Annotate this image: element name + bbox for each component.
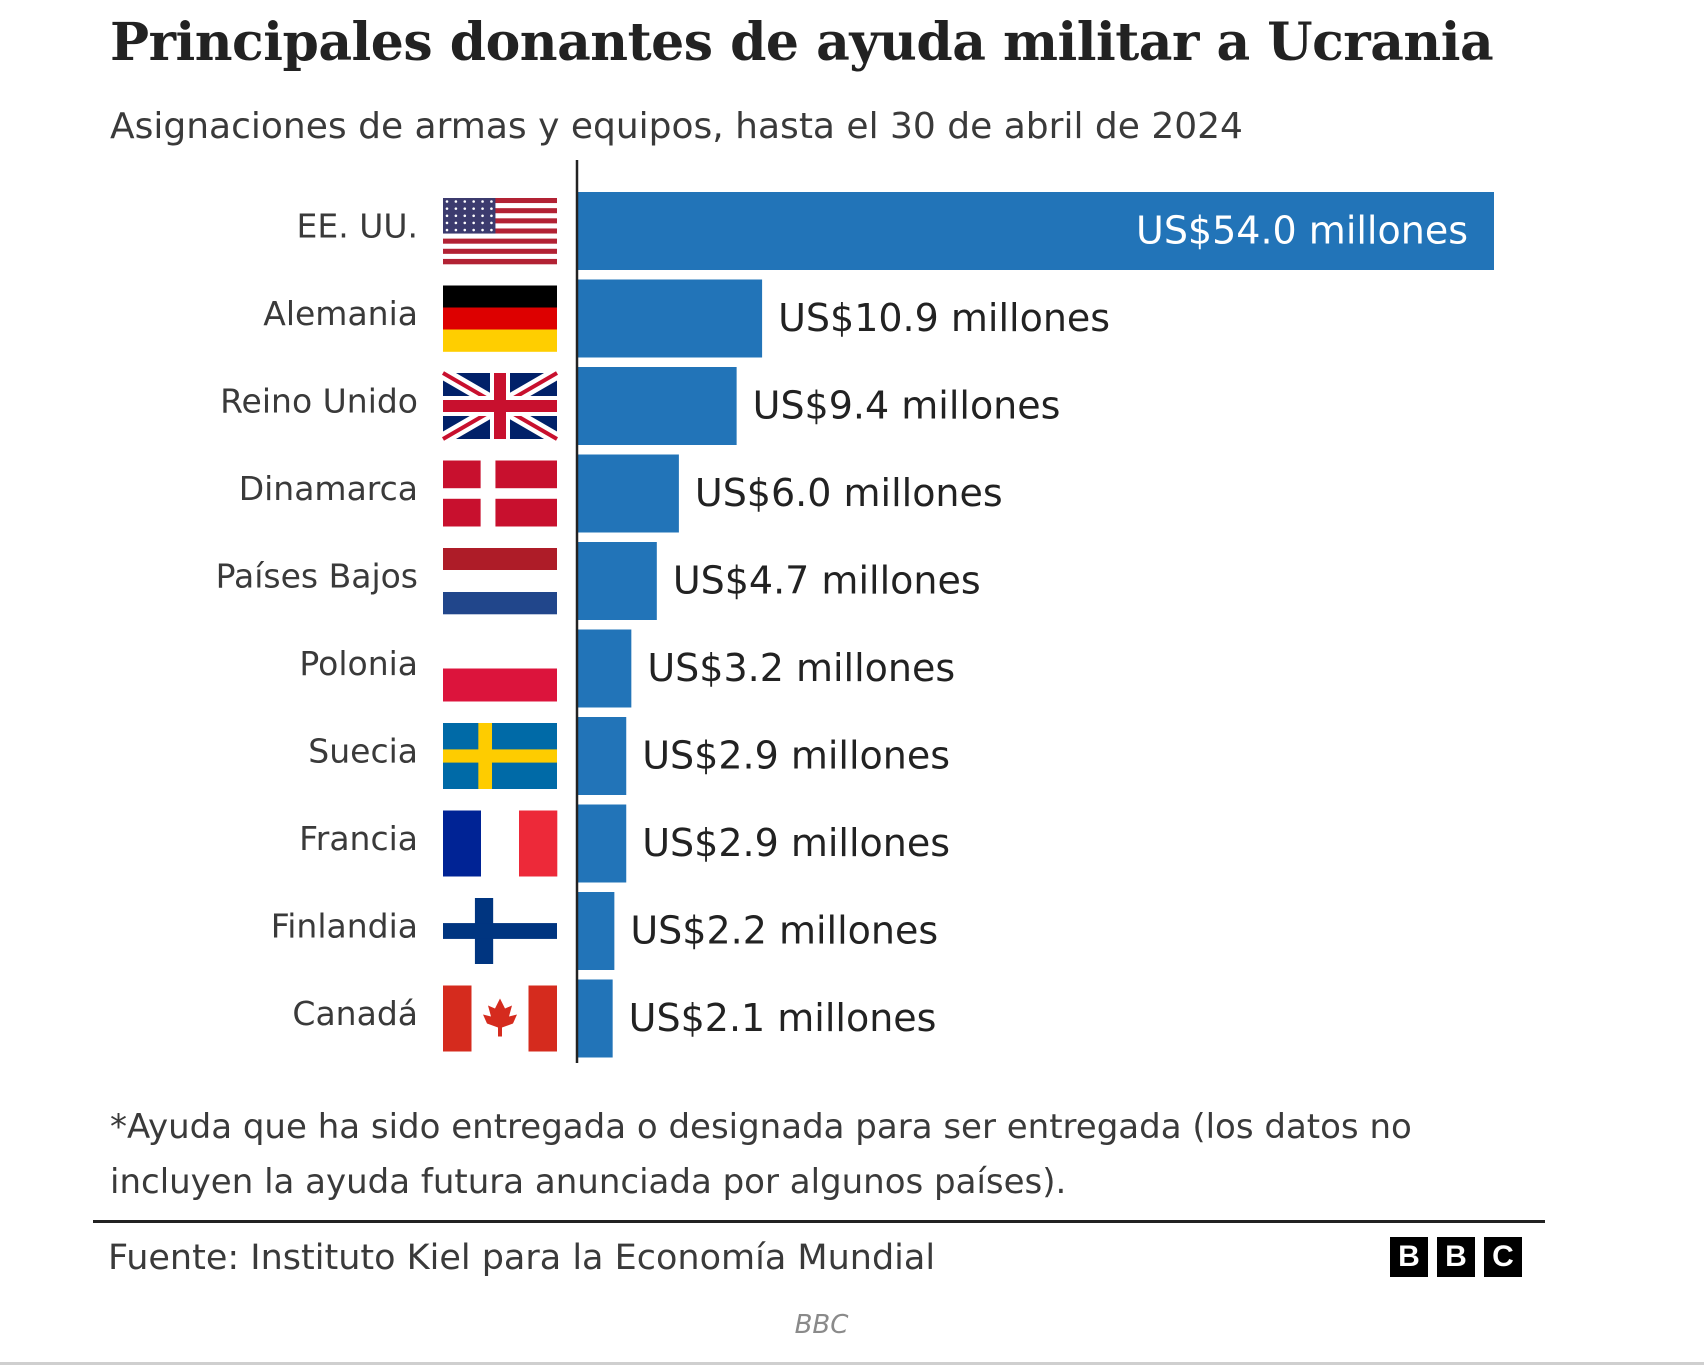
poland-flag-icon — [443, 635, 557, 702]
value-label: US$2.2 millones — [630, 909, 938, 953]
uk-flag-icon — [439, 367, 561, 445]
bar-row: Francia US$2.9 millones — [299, 804, 950, 883]
bar — [577, 804, 627, 883]
bar — [577, 979, 613, 1058]
bar-row: Polonia US$3.2 millones — [299, 629, 955, 708]
value-label: US$2.9 millones — [642, 821, 950, 865]
bar-chart: EE. UU. US$54.0 millones Alemania US$10.9 m… — [216, 160, 1494, 1063]
footnote: *Ayuda que ha sido entregada o designada… — [110, 1107, 1412, 1202]
bar — [577, 629, 632, 708]
country-label: Dinamarca — [239, 469, 418, 508]
us-flag-icon — [443, 198, 557, 265]
country-label: Canadá — [292, 994, 418, 1033]
country-label: Alemania — [263, 294, 418, 333]
bar-row: Suecia US$2.9 millones — [308, 717, 950, 795]
value-label: US$54.0 millones — [1136, 209, 1468, 253]
value-label: US$2.9 millones — [642, 734, 950, 778]
value-label: US$6.0 millones — [695, 471, 1003, 515]
value-label: US$10.9 millones — [778, 296, 1110, 340]
denmark-flag-icon — [443, 460, 557, 527]
bar-row: Alemania US$10.9 millones — [263, 279, 1110, 358]
source-note: Fuente: Instituto Kiel para la Economía … — [108, 1238, 936, 1278]
bar — [577, 367, 737, 445]
bottom-border — [0, 1362, 1704, 1365]
value-label: US$2.1 millones — [629, 996, 937, 1040]
bar-row: Países Bajos US$4.7 millones — [216, 542, 981, 620]
netherlands-flag-icon — [443, 548, 557, 615]
bar-row: EE. UU. US$54.0 millones — [297, 192, 1494, 270]
bbc-logo-block: B — [1437, 1237, 1475, 1277]
bar-row: Canadá US$2.1 millones — [292, 979, 937, 1058]
chart-title: Principales donantes de ayuda militar a … — [110, 12, 1494, 73]
image-credit: BBC — [794, 1310, 849, 1340]
france-flag-icon — [443, 810, 558, 877]
country-label: Suecia — [308, 732, 418, 771]
bar — [577, 454, 679, 533]
value-label: US$9.4 millones — [753, 384, 1061, 428]
country-label: Polonia — [299, 644, 418, 683]
bar — [577, 892, 615, 970]
country-label: EE. UU. — [297, 207, 418, 246]
sweden-flag-icon — [443, 723, 557, 789]
germany-flag-icon — [443, 285, 557, 352]
value-label: US$3.2 millones — [647, 646, 955, 690]
bbc-logo: B B C — [1390, 1237, 1522, 1277]
country-label: Francia — [299, 819, 418, 858]
country-label: Finlandia — [271, 907, 418, 946]
bar — [577, 717, 627, 795]
bar-row: Reino Unido US$9.4 millones — [220, 367, 1060, 445]
country-label: Reino Unido — [220, 382, 418, 421]
bar-row: Finlandia US$2.2 millones — [271, 892, 938, 970]
bar-row: Dinamarca US$6.0 millones — [239, 454, 1003, 533]
canada-flag-icon — [443, 985, 557, 1052]
bar — [577, 542, 657, 620]
value-label: US$4.7 millones — [673, 559, 981, 603]
chart-subtitle: Asignaciones de armas y equipos, hasta e… — [110, 106, 1243, 147]
bar — [577, 279, 763, 358]
footer-divider — [93, 1220, 1545, 1223]
country-label: Países Bajos — [216, 557, 418, 596]
bbc-logo-block: B — [1390, 1237, 1428, 1277]
finland-flag-icon — [443, 898, 557, 964]
bar — [577, 192, 1494, 270]
bbc-logo-block: C — [1484, 1237, 1522, 1277]
